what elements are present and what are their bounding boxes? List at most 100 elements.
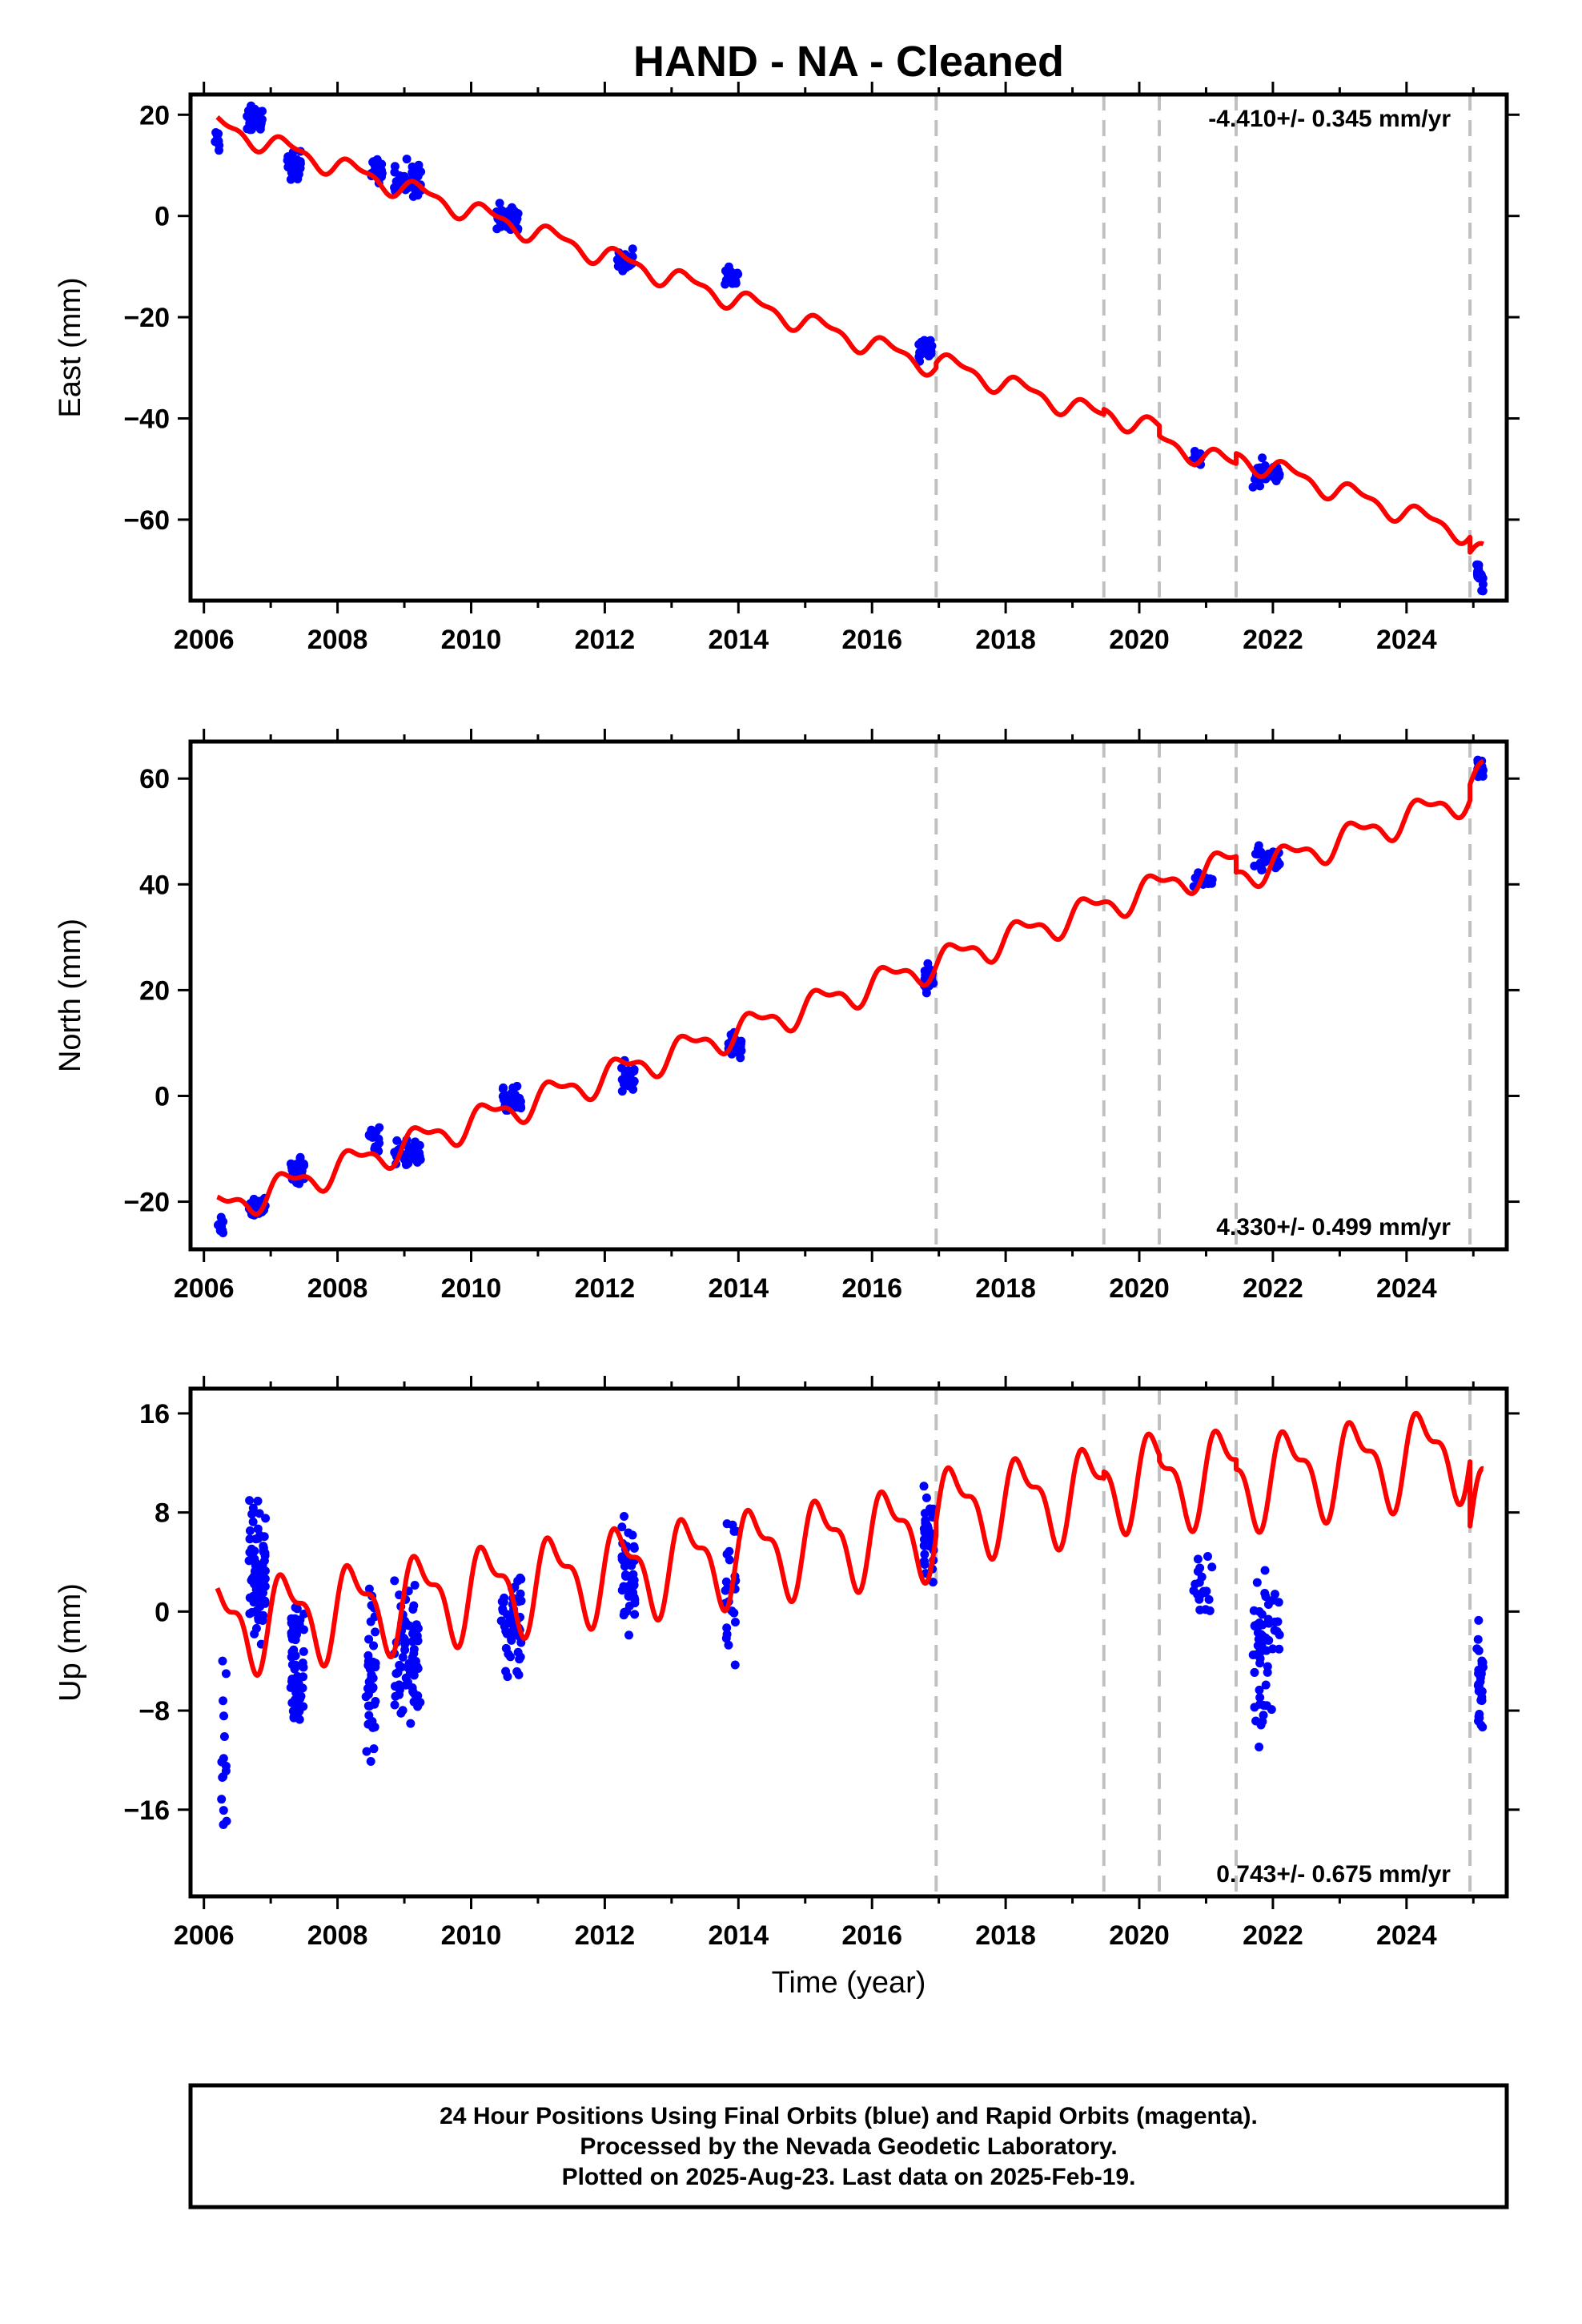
data-point xyxy=(1249,1606,1259,1615)
data-point xyxy=(730,1617,740,1626)
data-point xyxy=(1255,1699,1265,1709)
data-point xyxy=(1252,1578,1262,1587)
up-y-axis-label: Up (mm) xyxy=(54,1583,87,1702)
data-point xyxy=(928,1578,938,1587)
data-point xyxy=(292,1700,302,1710)
x-tick-label: 2016 xyxy=(841,1273,902,1304)
up-frame xyxy=(188,1386,1509,1899)
data-point xyxy=(619,1076,628,1086)
y-tick-label: 60 xyxy=(139,764,170,794)
footer-line-2: Processed by the Nevada Geodetic Laborat… xyxy=(580,2133,1117,2160)
data-point xyxy=(369,1641,379,1651)
data-point xyxy=(630,1595,640,1605)
data-point xyxy=(248,1517,258,1526)
x-tick-label: 2006 xyxy=(174,1920,235,1951)
x-tick-label: 2010 xyxy=(441,1920,502,1951)
data-point xyxy=(409,1601,419,1610)
data-point xyxy=(219,1806,228,1815)
y-tick-label: −20 xyxy=(123,303,170,333)
y-tick-label: 20 xyxy=(139,100,170,131)
data-point xyxy=(516,1574,526,1584)
data-point xyxy=(367,1684,377,1694)
data-point xyxy=(287,1630,296,1639)
model-fit-line xyxy=(215,758,1485,1217)
x-tick-label: 2006 xyxy=(174,625,235,655)
data-point xyxy=(1250,1621,1259,1630)
data-point xyxy=(1263,1599,1273,1609)
x-tick-label: 2006 xyxy=(174,1273,235,1304)
data-point xyxy=(251,1561,261,1570)
data-point xyxy=(507,207,516,216)
data-point xyxy=(219,1731,229,1741)
data-point xyxy=(1476,1673,1485,1683)
data-point xyxy=(1473,1634,1483,1644)
data-point xyxy=(246,125,255,135)
y-tick-label: −20 xyxy=(123,1188,170,1218)
data-point xyxy=(295,163,305,173)
data-point xyxy=(219,1696,228,1706)
data-point xyxy=(1193,1554,1203,1564)
data-point xyxy=(923,959,933,968)
data-point xyxy=(290,1664,299,1674)
data-point xyxy=(415,1140,424,1150)
data-point xyxy=(620,1607,629,1617)
data-point xyxy=(729,1526,739,1536)
data-point xyxy=(221,1669,231,1679)
data-point xyxy=(1250,861,1259,870)
y-tick-label: −8 xyxy=(139,1696,170,1727)
data-point xyxy=(412,1620,421,1630)
east-rate-label: -4.410+/- 0.345 mm/yr xyxy=(1208,106,1451,132)
x-tick-label: 2018 xyxy=(975,1273,1036,1304)
data-point xyxy=(923,1523,933,1533)
data-point xyxy=(1257,1610,1267,1619)
data-point xyxy=(362,1747,371,1756)
data-point xyxy=(624,1528,633,1538)
data-point xyxy=(725,1555,734,1565)
data-point xyxy=(395,1685,404,1695)
data-point xyxy=(390,1700,400,1710)
y-tick-label: −60 xyxy=(123,505,170,536)
y-tick-label: 0 xyxy=(155,202,170,232)
data-point xyxy=(1248,1650,1258,1659)
data-point xyxy=(1477,1687,1487,1696)
data-point xyxy=(509,214,519,223)
data-point xyxy=(215,141,224,151)
data-point xyxy=(255,1509,264,1518)
y-tick-label: 0 xyxy=(155,1081,170,1112)
up-plot-area xyxy=(215,1389,1488,1896)
data-point xyxy=(1474,564,1484,573)
data-point xyxy=(219,1711,229,1721)
data-point xyxy=(1250,1667,1259,1677)
data-point xyxy=(408,1144,418,1154)
data-point xyxy=(393,1667,403,1677)
data-point xyxy=(390,1576,400,1586)
north-y-axis-label: North (mm) xyxy=(54,919,87,1072)
data-point xyxy=(369,1744,379,1754)
data-point xyxy=(626,1579,636,1589)
data-point xyxy=(1474,1679,1484,1689)
data-point xyxy=(1255,1659,1265,1668)
data-point xyxy=(1270,1590,1279,1599)
data-point xyxy=(724,266,733,275)
data-point xyxy=(398,1652,408,1662)
data-point xyxy=(1191,1579,1200,1589)
data-point xyxy=(617,1554,627,1564)
data-point xyxy=(246,104,255,114)
data-point xyxy=(219,1772,228,1782)
data-point xyxy=(295,1615,305,1625)
data-point xyxy=(733,269,743,279)
y-tick-label: −40 xyxy=(123,404,170,434)
x-tick-label: 2022 xyxy=(1243,1920,1303,1951)
data-point xyxy=(1268,1644,1278,1654)
data-point xyxy=(1255,1646,1265,1655)
data-point xyxy=(1203,1551,1213,1561)
data-point xyxy=(286,175,295,184)
data-point xyxy=(368,157,378,167)
footer-line-1: 24 Hour Positions Using Final Orbits (bl… xyxy=(440,2103,1258,2129)
data-point xyxy=(516,1589,525,1598)
y-tick-label: 0 xyxy=(155,1597,170,1627)
data-point xyxy=(1255,1742,1264,1751)
data-point xyxy=(410,1580,420,1590)
data-point xyxy=(406,1719,416,1728)
x-tick-label: 2008 xyxy=(307,1920,368,1951)
